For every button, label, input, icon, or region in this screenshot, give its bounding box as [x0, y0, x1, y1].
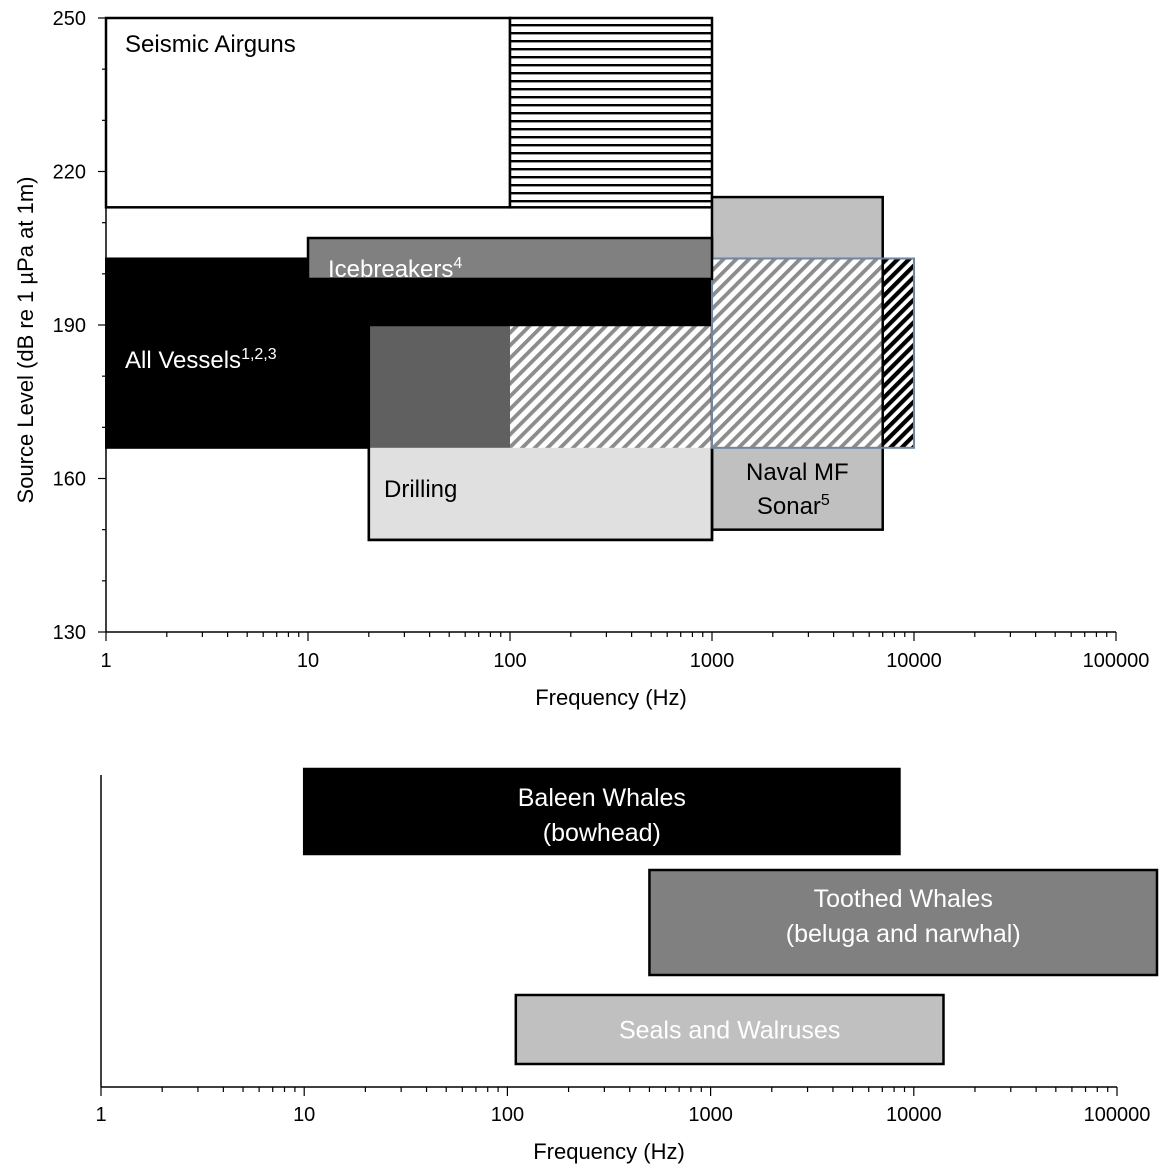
- bottom-x-tick-label: 100: [491, 1104, 524, 1126]
- vessels-extension-outline: [711, 257, 915, 449]
- bar-label-baleen-whales: Baleen Whales: [518, 784, 686, 812]
- label-icebreakers: Icebreakers4: [328, 255, 462, 283]
- vessels-extension-bold-hatched: [882, 258, 914, 448]
- x-tick-label: 100: [493, 650, 526, 672]
- overlap-vessels-drilling: [368, 325, 510, 448]
- bar-toothed-whales: [648, 868, 1159, 977]
- box-icebreakers: [306, 236, 714, 281]
- bar-label-seals-and-walruses: Seals and Walruses: [619, 1017, 840, 1045]
- bottom-x-tick-label: 10000: [886, 1104, 942, 1126]
- bottom-x-tick-label: 1000: [688, 1104, 733, 1126]
- x-tick-label: 100000: [1083, 650, 1150, 672]
- bottom-x-axis-title: Frequency (Hz): [533, 1139, 685, 1164]
- label-sonar: Sonar5: [757, 492, 830, 520]
- y-tick-label: 160: [53, 469, 86, 491]
- label-naval-mf: Naval MF: [746, 459, 849, 486]
- x-tick-label: 1: [100, 650, 111, 672]
- overlap-vessels-drilling-hatched: [510, 325, 712, 448]
- x-axis-title: Frequency (Hz): [535, 685, 687, 710]
- bar-seals-and-walruses: [514, 993, 945, 1066]
- bottom-x-tick-label: 100000: [1084, 1104, 1151, 1126]
- bottom-x-tick-label: 10: [293, 1104, 315, 1126]
- box-seismic-airguns: [104, 16, 512, 209]
- vessels-extension-hatched: [712, 258, 883, 448]
- hearing-range-chart: Baleen Whales (bowhead) Toothed Whales (bel…: [95, 767, 1159, 1164]
- label-seismic-airguns: Seismic Airguns: [125, 31, 296, 58]
- y-tick-label: 250: [53, 8, 86, 30]
- x-tick-label: 1000: [690, 650, 735, 672]
- bar-sublabel-toothed-whales: (beluga and narwhal): [786, 920, 1021, 948]
- y-tick-label: 130: [53, 622, 86, 644]
- x-tick-label: 10000: [886, 650, 942, 672]
- bar-baleen-whales: [302, 767, 901, 856]
- box-pattern-1: [508, 16, 714, 209]
- bar-label-toothed-whales: Toothed Whales: [814, 885, 993, 913]
- y-tick-label: 190: [53, 315, 86, 337]
- x-tick-label: 10: [297, 650, 319, 672]
- label-drilling: Drilling: [384, 476, 457, 503]
- y-tick-label: 220: [53, 162, 86, 184]
- y-axis-title: Source Level (dB re 1 µPa at 1m): [13, 177, 38, 504]
- bar-sublabel-baleen-whales: (bowhead): [543, 819, 661, 847]
- bottom-x-tick-label: 1: [95, 1104, 106, 1126]
